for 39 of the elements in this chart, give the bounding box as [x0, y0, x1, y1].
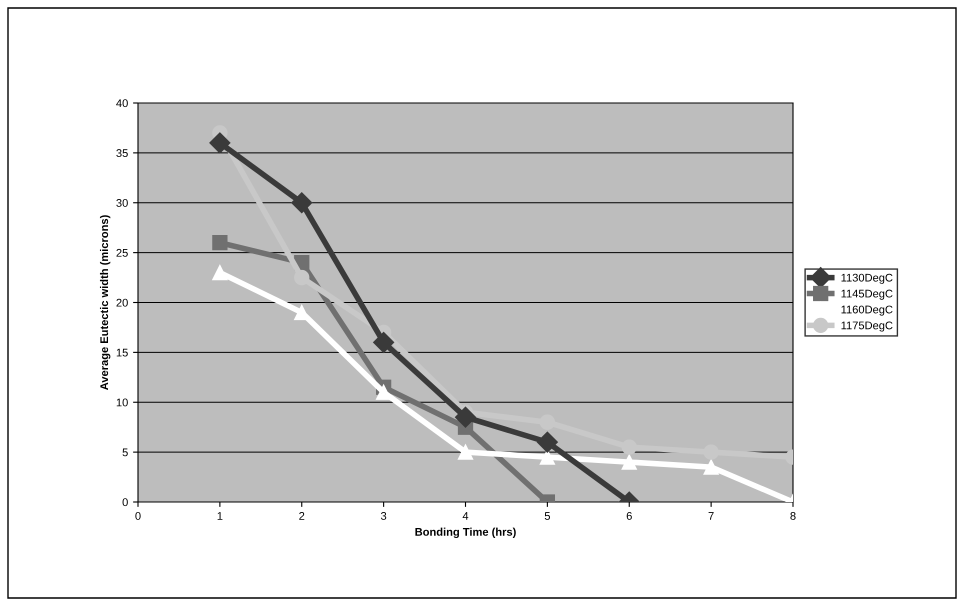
legend-label: 1130DegC [842, 274, 893, 284]
y-tick-label: 0 [122, 498, 128, 506]
point [291, 192, 312, 214]
x-tick-label: 6 [626, 512, 632, 520]
x-tick-label: 1 [218, 512, 222, 520]
x-tick-label: 5 [544, 512, 550, 520]
legend-label: 1145DegC [842, 290, 893, 300]
point [540, 414, 556, 430]
y-tick-label: 30 [116, 199, 128, 207]
y-tick-label: 15 [116, 348, 128, 357]
x-tick-label: 7 [708, 512, 714, 520]
y-tick-label: 20 [116, 298, 128, 307]
x-axis-title: Bonding Time (hrs) [415, 528, 516, 538]
point [212, 264, 228, 280]
point [458, 444, 474, 460]
point [703, 459, 719, 475]
y-tick-label: 40 [116, 99, 128, 108]
y-tick-label: 25 [116, 248, 128, 257]
point [622, 454, 637, 470]
point [703, 444, 719, 460]
point [622, 440, 637, 455]
y-axis-title: Average Eutectic width (microns) [100, 215, 110, 390]
point [536, 432, 558, 453]
y-tick-label: 5 [122, 448, 128, 456]
legend-label: 1175DegC [842, 321, 893, 332]
y-tick-label: 35 [116, 149, 128, 158]
legend-label: 1160DegC [842, 306, 893, 316]
x-tick-label: 4 [462, 512, 468, 520]
x-tick-label: 8 [790, 512, 796, 520]
point [373, 332, 394, 353]
x-tick-label: 2 [299, 512, 304, 520]
x-tick-label: 3 [380, 512, 386, 520]
x-tick-label: 0 [135, 512, 141, 520]
point [294, 270, 310, 286]
point [209, 132, 230, 154]
point [454, 406, 476, 428]
point [376, 384, 392, 400]
y-tick-label: 10 [116, 398, 128, 406]
point [212, 235, 228, 250]
